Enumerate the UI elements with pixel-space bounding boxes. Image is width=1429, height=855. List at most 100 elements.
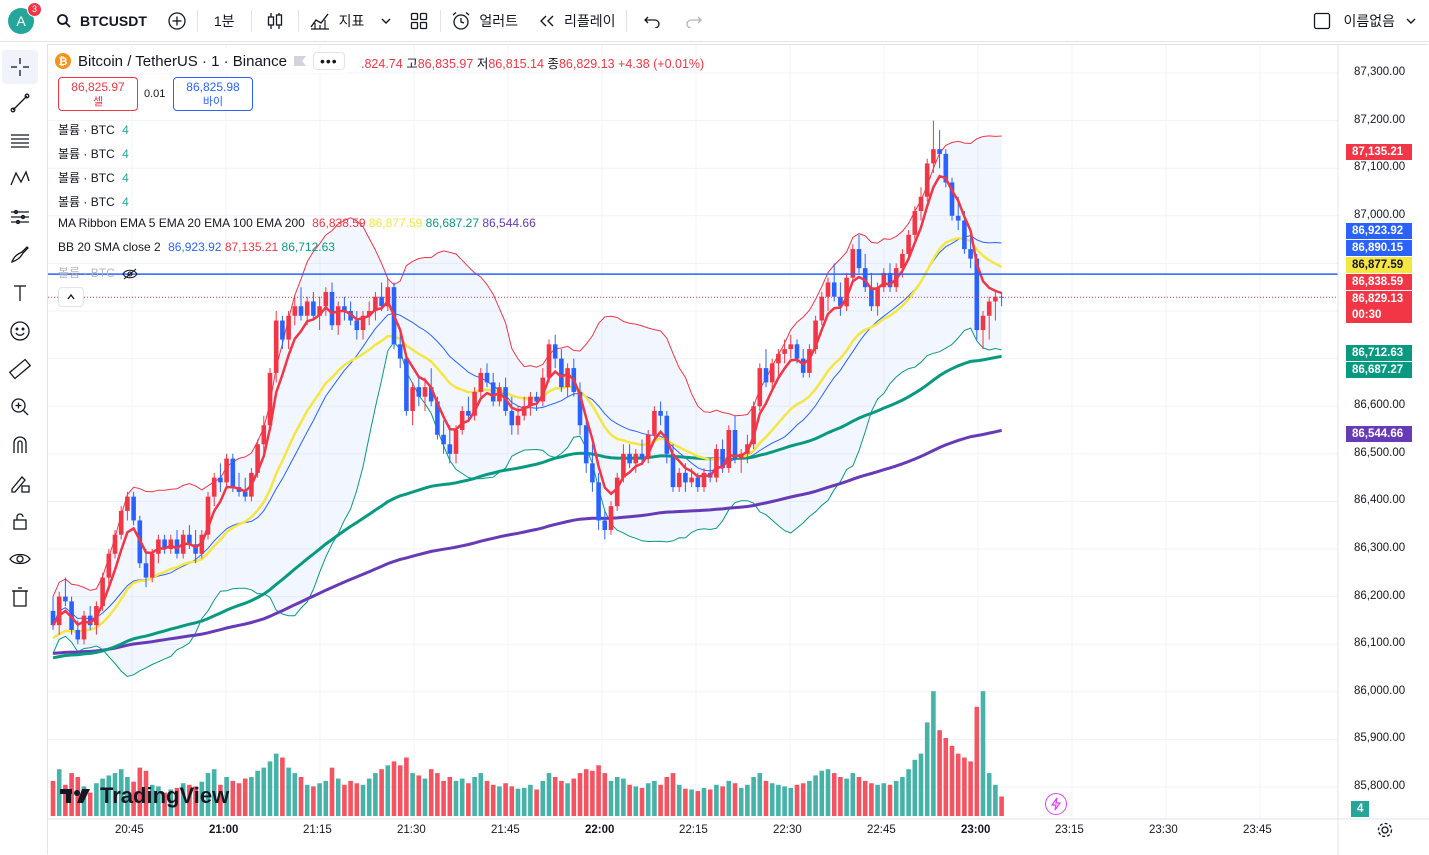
volume-legend-2[interactable]: 볼륨 · BTC 4	[58, 145, 129, 162]
volume-bar	[999, 796, 1004, 816]
candle-body	[664, 415, 670, 454]
volume-legend-3[interactable]: 볼륨 · BTC 4	[58, 169, 129, 186]
symbol-search-button[interactable]: BTCUSDT	[46, 0, 157, 42]
candle-body	[174, 539, 180, 554]
candle-body	[800, 358, 806, 373]
replay-button[interactable]: 리플레이	[528, 0, 626, 42]
indicators-button[interactable]: 지표	[299, 0, 375, 42]
time-axis-label: 20:45	[115, 824, 144, 836]
chart-type-button[interactable]	[252, 0, 298, 42]
time-axis-label: 22:00	[585, 824, 615, 836]
bb-name: BB 20 SMA close 2	[58, 240, 161, 254]
volume-bar	[875, 784, 880, 816]
candle	[906, 230, 911, 259]
bb-legend[interactable]: BB 20 SMA close 2 86,923.92 87,135.21 86…	[58, 240, 335, 254]
crosshair-tool[interactable]	[2, 50, 38, 84]
fib-tool[interactable]	[0, 122, 40, 160]
lock-drawings-tool[interactable]	[0, 464, 40, 502]
undo-button[interactable]	[627, 0, 677, 42]
candle-body	[75, 629, 81, 640]
pencil-lock-icon	[11, 476, 30, 493]
volume-bar	[745, 784, 750, 816]
volume-value: 4	[122, 147, 129, 161]
candle	[565, 363, 570, 397]
price-axis-label: 86,600.00	[1354, 399, 1406, 412]
indicators-dropdown-button[interactable]	[374, 0, 398, 42]
tradingview-logo[interactable]: TradingView	[60, 783, 229, 809]
symbol-legend[interactable]: ₿ Bitcoin / TetherUS · 1 · Binance •••	[54, 49, 349, 73]
layout-dropdown-button[interactable]	[1405, 0, 1429, 42]
candle	[422, 377, 428, 411]
drawing-toolbar	[0, 42, 40, 854]
candle	[974, 253, 980, 340]
volume-bar	[701, 787, 707, 816]
lock-tool[interactable]	[0, 502, 40, 540]
settings-gear-button[interactable]	[1376, 821, 1396, 841]
candle	[211, 472, 217, 507]
ema-20-line	[52, 236, 1003, 640]
volume-bar	[218, 784, 223, 816]
lightning-button[interactable]	[1045, 793, 1067, 815]
text-tool[interactable]	[0, 274, 40, 312]
magnet-tool[interactable]	[0, 426, 40, 464]
redo-icon	[685, 16, 702, 28]
candle	[776, 349, 781, 378]
candle-body	[850, 249, 856, 278]
volume-bar	[56, 769, 62, 816]
buy-button[interactable]: 86,825.98 바이	[173, 77, 253, 111]
time-axis-label: 22:45	[867, 824, 896, 836]
candle-body	[819, 296, 825, 321]
volume-bar	[738, 787, 744, 816]
time-axis-label: 21:45	[491, 824, 520, 836]
candle	[862, 253, 868, 292]
chart-canvas[interactable]	[48, 45, 1429, 855]
candle-body	[323, 291, 329, 307]
layouts-button[interactable]	[398, 0, 440, 42]
ma-ribbon-legend[interactable]: MA Ribbon EMA 5 EMA 20 EMA 100 EMA 200 8…	[58, 216, 536, 230]
candle	[410, 382, 415, 426]
candle	[441, 420, 446, 454]
hidden-volume-legend[interactable]: 볼륨 · BTC	[58, 264, 138, 281]
visibility-tool[interactable]	[0, 540, 40, 578]
measure-tool[interactable]	[0, 350, 40, 388]
candle-body	[286, 315, 291, 340]
trendline-tool[interactable]	[0, 84, 40, 122]
candle-body	[652, 410, 657, 435]
user-avatar[interactable]: A 3	[8, 1, 42, 34]
collapse-legend-button[interactable]	[58, 287, 84, 307]
grid	[48, 45, 1338, 819]
legend-more-button[interactable]: •••	[313, 52, 345, 70]
volume-legend-1[interactable]: 볼륨 · BTC 4	[58, 121, 129, 138]
candle	[416, 377, 422, 407]
candle-body	[565, 368, 570, 388]
candle	[614, 472, 620, 511]
volume-bar	[862, 780, 868, 816]
candle	[583, 420, 589, 473]
sell-button[interactable]: 86,825.97 셀	[58, 77, 138, 111]
volume-bar	[869, 783, 874, 816]
candle-body	[490, 382, 496, 402]
prediction-tool[interactable]	[0, 198, 40, 236]
chart-pane[interactable]: ₿ Bitcoin / TetherUS · 1 · Binance ••• .…	[47, 44, 1429, 855]
buy-price: 86,825.98	[186, 80, 240, 94]
volume-bar	[69, 773, 74, 816]
candle-body	[528, 396, 533, 407]
brush-tool[interactable]	[0, 236, 40, 274]
volume-bar	[428, 769, 434, 816]
volume-bar	[937, 730, 942, 816]
eye-off-icon	[122, 268, 138, 280]
volume-bar	[453, 780, 459, 816]
pattern-tool[interactable]	[0, 160, 40, 198]
volume-bar	[614, 777, 620, 816]
compare-button[interactable]	[157, 0, 197, 42]
volume-legend-4[interactable]: 볼륨 · BTC 4	[58, 193, 129, 210]
interval-button[interactable]: 1분	[213, 12, 235, 29]
layout-name-button[interactable]: 이름없음	[1303, 0, 1405, 42]
tradingview-wordmark: TradingView	[100, 783, 230, 808]
redo-button[interactable]	[677, 0, 711, 42]
zoom-tool[interactable]	[0, 388, 40, 426]
remove-drawings-tool[interactable]	[0, 578, 40, 616]
candle-body	[627, 453, 632, 464]
emoji-tool[interactable]	[0, 312, 40, 350]
alert-button[interactable]: 얼러트	[441, 0, 528, 42]
